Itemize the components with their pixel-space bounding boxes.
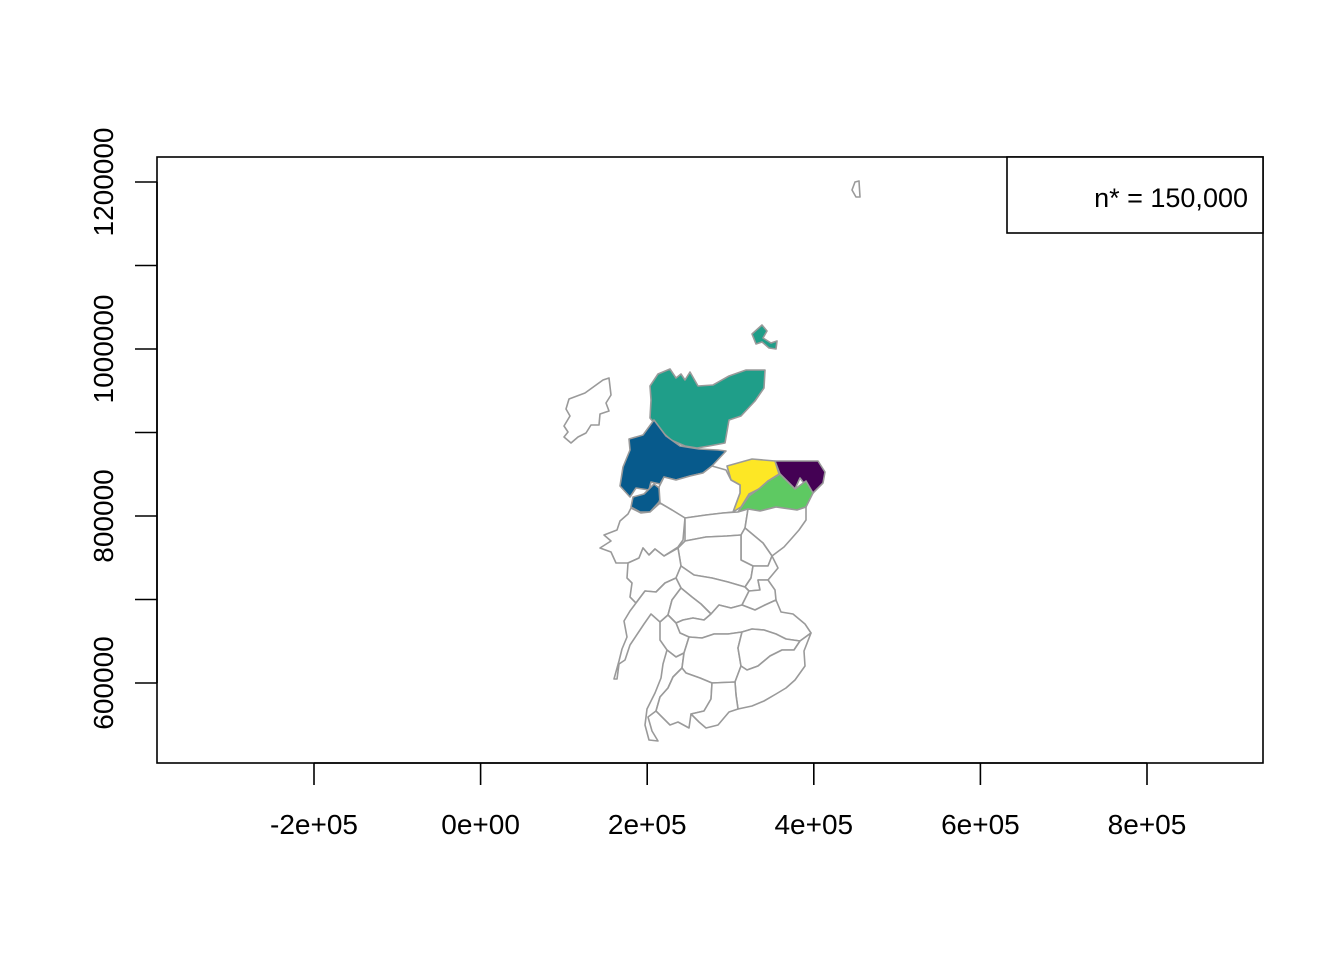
region-dumfries-west [655, 667, 713, 729]
region-argyll-south [613, 577, 682, 680]
y-tick-label: 1000000 [88, 294, 119, 403]
x-tick-label: 8e+05 [1108, 809, 1187, 840]
x-tick-label: 4e+05 [774, 809, 853, 840]
legend-text: n* = 150,000 [1094, 183, 1248, 213]
region-shetland [751, 324, 778, 350]
x-tick-label: -2e+05 [270, 809, 358, 840]
regions [563, 180, 861, 742]
x-axis: -2e+05 0e+00 2e+05 4e+05 6e+05 8e+05 [270, 762, 1187, 840]
y-tick-label: 1200000 [88, 127, 119, 236]
y-axis: 600000 800000 1000000 1200000 [88, 127, 158, 730]
x-tick-label: 0e+00 [441, 809, 520, 840]
y-tick-label: 800000 [88, 469, 119, 562]
x-tick-label: 6e+05 [941, 809, 1020, 840]
region-small-island [851, 180, 861, 198]
x-tick-label: 2e+05 [608, 809, 687, 840]
legend-box [1006, 156, 1264, 234]
y-tick-label: 600000 [88, 636, 119, 729]
region-outer-hebrides [563, 377, 612, 444]
legend: n* = 150,000 [1006, 156, 1264, 234]
region-dumfries-east [690, 681, 739, 729]
